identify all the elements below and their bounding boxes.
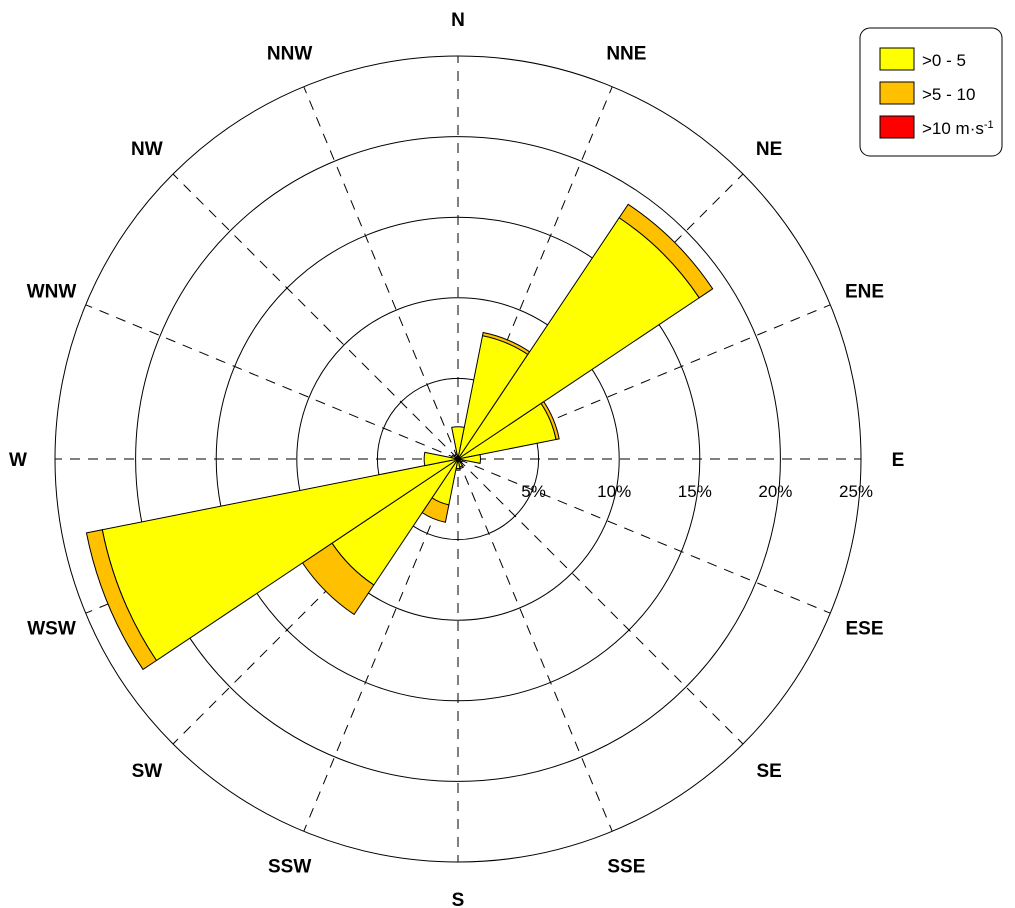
petals [85,203,714,671]
direction-label-N: N [451,10,465,31]
spoke-SSW [303,458,459,832]
legend-swatch-0 [879,47,915,71]
direction-label-NNW: NNW [267,43,312,64]
grid-ring-10 [296,297,620,621]
legend-label-0: >0 - 5 [922,51,966,70]
legend-swatch-1 [879,81,915,105]
polar-grid [54,55,862,863]
ring-label-25: 25% [839,482,873,501]
direction-label-SE: SE [756,761,781,782]
direction-label-SW: SW [132,761,163,782]
ring-label-5: 5% [521,482,546,501]
direction-label-NW: NW [131,139,163,160]
petal-WSW-series-0 [101,458,459,662]
direction-label-SSE: SSE [607,857,645,878]
spoke-SE [457,458,744,745]
petal-WSW-series-1 [85,529,158,671]
ring-label-10: 10% [597,482,631,501]
direction-label-W: W [9,450,27,471]
spoke-SW [172,458,459,745]
petal-W-series-0 [423,451,459,467]
direction-label-NNE: NNE [606,43,646,64]
spoke-ENE [457,304,831,460]
grid-ring-20 [135,136,781,782]
direction-labels: N NNE NE ENE E ESE SE SSE S SSW SW WSW W WNW NW NNW [9,10,904,908]
spoke-NNE [457,86,613,460]
direction-label-WNW: WNW [27,282,77,303]
legend: >0 - 5 >5 - 10 >10 m·s-1 [859,27,1003,157]
direction-label-ENE: ENE [845,282,884,303]
spoke-WNW [85,304,459,460]
ring-label-20: 20% [758,482,792,501]
spoke-ESE [457,458,831,614]
direction-label-S: S [452,890,465,908]
spoke-NW [172,173,459,460]
petal-E-series-0 [457,454,482,464]
petal-NE-series-1 [618,203,714,299]
ring-labels: 5% 10% 15% 20% 25% [521,482,873,501]
direction-label-WSW: WSW [27,618,76,639]
legend-label-2: >10 m·s-1 [922,119,994,138]
direction-label-ESE: ESE [845,618,883,639]
ring-label-15: 15% [678,482,712,501]
direction-label-NE: NE [756,139,782,160]
spoke-NNW [303,86,459,460]
direction-label-E: E [892,450,905,471]
petal-ENE-series-1 [540,400,560,441]
direction-label-SSW: SSW [268,857,311,878]
legend-label-1: >5 - 10 [922,85,975,104]
spoke-SSE [457,458,613,832]
legend-label-superscript-2: -1 [984,119,994,131]
legend-swatch-2 [879,115,915,139]
petal-NNW-series-0 [454,453,459,460]
